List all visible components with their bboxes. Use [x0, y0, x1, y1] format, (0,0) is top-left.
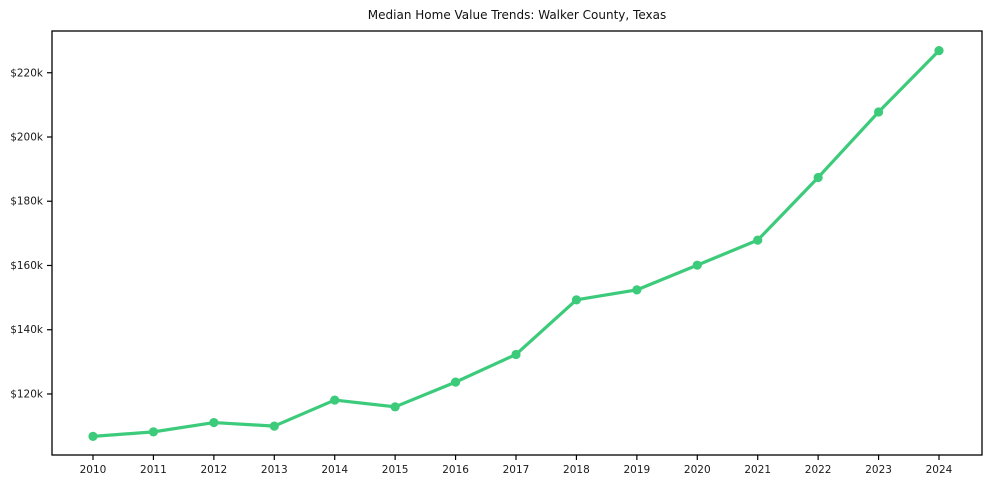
data-point — [873, 107, 884, 117]
x-tick-label: 2021 — [744, 464, 771, 476]
data-point — [390, 402, 400, 412]
plot-border — [51, 30, 983, 456]
x-tick-label: 2017 — [503, 464, 530, 476]
x-tick-label: 2016 — [442, 464, 469, 476]
x-tick-label: 2024 — [926, 464, 953, 476]
y-tick-label: $220k — [10, 67, 44, 79]
y-tick-label: $140k — [10, 324, 44, 336]
x-tick-label: 2018 — [563, 464, 590, 476]
data-point — [450, 377, 461, 387]
x-tick-label: 2011 — [140, 464, 167, 476]
x-tick-label: 2023 — [865, 464, 892, 476]
y-tick-label: $120k — [10, 388, 44, 400]
data-point — [330, 395, 340, 405]
x-tick-label: 2013 — [261, 464, 288, 476]
data-point — [571, 295, 582, 305]
data-point — [632, 285, 642, 295]
data-point — [148, 427, 159, 437]
data-point — [934, 45, 944, 56]
x-tick-label: 2010 — [80, 464, 107, 476]
data-point — [692, 260, 702, 270]
y-tick-label: $200k — [10, 132, 44, 144]
x-tick-label: 2020 — [684, 464, 711, 476]
data-point — [753, 235, 763, 245]
x-tick-label: 2019 — [623, 464, 650, 476]
y-tick-label: $160k — [10, 260, 44, 272]
y-tick-label: $180k — [10, 196, 44, 208]
chart-title: Median Home Value Trends: Walker County,… — [367, 8, 667, 22]
x-tick-label: 2015 — [382, 464, 409, 476]
data-point — [813, 172, 823, 183]
x-tick-label: 2022 — [805, 464, 832, 476]
data-point — [88, 431, 98, 441]
x-tick-label: 2014 — [321, 464, 348, 476]
data-point — [269, 421, 279, 431]
data-point — [209, 417, 219, 428]
x-tick-label: 2012 — [200, 464, 227, 476]
data-point — [511, 349, 521, 360]
